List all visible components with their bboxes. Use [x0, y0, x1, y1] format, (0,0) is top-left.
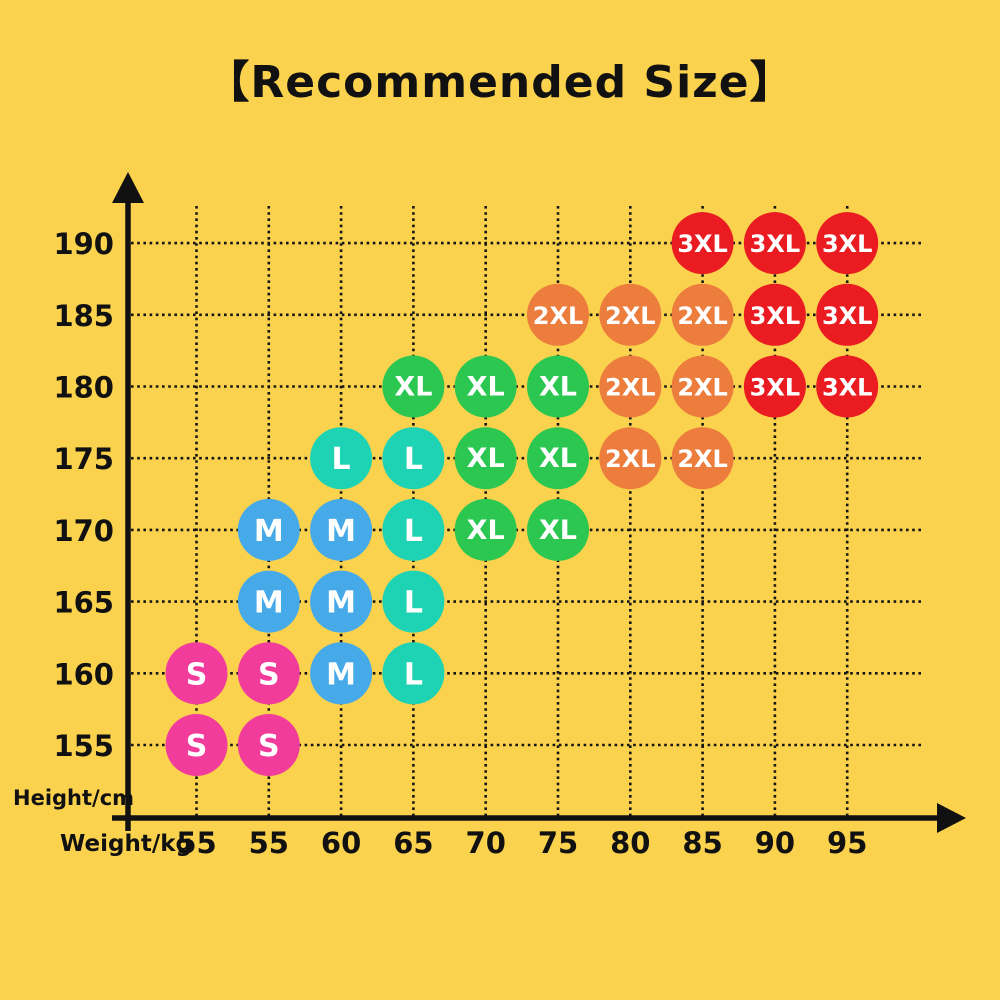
- size-dot-label: 2XL: [677, 374, 728, 402]
- size-dot-label: 2XL: [677, 445, 728, 473]
- size-dot-label: XL: [539, 515, 577, 546]
- size-dot-label: M: [326, 657, 356, 692]
- size-dot-xl: [527, 355, 589, 418]
- size-dot-s: [165, 714, 228, 776]
- size-dot-label: 3XL: [822, 230, 873, 258]
- size-dot-label: 3XL: [822, 302, 873, 330]
- size-dot-label: 3XL: [750, 230, 801, 258]
- size-dot-m: [237, 570, 300, 633]
- size-dot-label: M: [254, 514, 284, 549]
- size-dot-xl: [454, 427, 517, 490]
- size-dot-3xl: [743, 283, 806, 346]
- x-tick-label: 75: [538, 826, 578, 860]
- size-dot-label: S: [258, 729, 280, 764]
- size-dot-label: M: [254, 586, 284, 621]
- x-tick-label: 90: [755, 826, 795, 860]
- size-dot-label: S: [258, 657, 280, 692]
- size-dot-label: 3XL: [822, 374, 873, 402]
- x-tick-label: 95: [827, 826, 867, 860]
- x-axis-caption: Weight/kg: [60, 831, 193, 857]
- size-dot-3xl: [816, 355, 879, 418]
- size-dot-3xl: [743, 212, 806, 275]
- size-dot-label: XL: [467, 443, 505, 474]
- size-dot-2xl: [527, 283, 589, 346]
- size-dot-2xl: [671, 427, 734, 490]
- size-dot-l: [382, 642, 445, 705]
- size-dot-3xl: [816, 283, 879, 346]
- size-dot-l: [382, 427, 445, 490]
- size-dot-xl: [382, 355, 445, 418]
- y-tick-label: 180: [53, 371, 114, 405]
- size-dot-m: [310, 642, 373, 705]
- size-dot-label: XL: [467, 372, 505, 403]
- x-tick-label: 65: [393, 826, 433, 860]
- x-tick-label: 70: [466, 826, 506, 860]
- size-dot-label: XL: [467, 515, 505, 546]
- size-dot-m: [237, 498, 300, 561]
- size-dot-label: 3XL: [750, 374, 801, 402]
- size-dot-label: S: [186, 657, 208, 692]
- size-dot-label: XL: [539, 372, 577, 403]
- y-tick-label: 190: [53, 227, 114, 261]
- x-axis-arrow: [937, 803, 966, 833]
- size-dot-s: [237, 714, 300, 776]
- size-dot-xl: [527, 498, 589, 561]
- x-tick-label: 55: [249, 826, 289, 860]
- chart-title: 【Recommended Size】: [205, 57, 795, 108]
- size-dot-2xl: [671, 283, 734, 346]
- size-dot-2xl: [599, 427, 662, 490]
- size-dot-label: L: [332, 442, 351, 477]
- x-tick-label: 60: [321, 826, 361, 860]
- size-dot-label: 2XL: [605, 445, 656, 473]
- size-dot-l: [382, 570, 445, 633]
- size-dot-l: [310, 427, 373, 490]
- y-tick-label: 155: [53, 729, 114, 763]
- x-tick-label: 80: [610, 826, 650, 860]
- size-dot-3xl: [816, 212, 879, 275]
- y-tick-label: 165: [53, 586, 114, 620]
- size-dot-xl: [527, 427, 589, 490]
- size-dot-label: 2XL: [605, 374, 656, 402]
- size-dot-s: [237, 642, 300, 705]
- size-dot-label: 2XL: [605, 302, 656, 330]
- size-dot-2xl: [599, 283, 662, 346]
- size-dot-3xl: [743, 355, 806, 418]
- y-tick-label: 160: [53, 657, 114, 691]
- size-dot-label: 3XL: [677, 230, 728, 258]
- size-dot-l: [382, 498, 445, 561]
- size-dot-label: 2XL: [533, 302, 584, 330]
- size-dot-label: L: [404, 442, 423, 477]
- size-dot-label: L: [404, 657, 423, 692]
- size-dot-3xl: [671, 212, 734, 275]
- size-dot-label: L: [404, 514, 423, 549]
- y-axis-caption: Height/cm: [13, 786, 135, 810]
- size-dot-m: [310, 570, 373, 633]
- size-dot-s: [165, 642, 228, 705]
- size-dot-xl: [454, 498, 517, 561]
- size-dot-2xl: [599, 355, 662, 418]
- size-dot-label: XL: [394, 372, 432, 403]
- y-axis-arrow: [112, 172, 144, 203]
- size-dot-m: [310, 498, 373, 561]
- size-dot-label: 2XL: [677, 302, 728, 330]
- size-dot-label: M: [326, 514, 356, 549]
- size-dot-label: S: [186, 729, 208, 764]
- size-dot-label: L: [404, 586, 423, 621]
- x-tick-label: 55: [176, 826, 216, 860]
- y-tick-label: 185: [53, 299, 114, 333]
- y-tick-label: 175: [53, 442, 114, 476]
- y-tick-label: 170: [53, 514, 114, 548]
- size-dot-2xl: [671, 355, 734, 418]
- size-dot-label: 3XL: [750, 302, 801, 330]
- size-dot-xl: [454, 355, 517, 418]
- size-dot-label: XL: [539, 443, 577, 474]
- size-dot-label: M: [326, 586, 356, 621]
- x-tick-label: 85: [682, 826, 722, 860]
